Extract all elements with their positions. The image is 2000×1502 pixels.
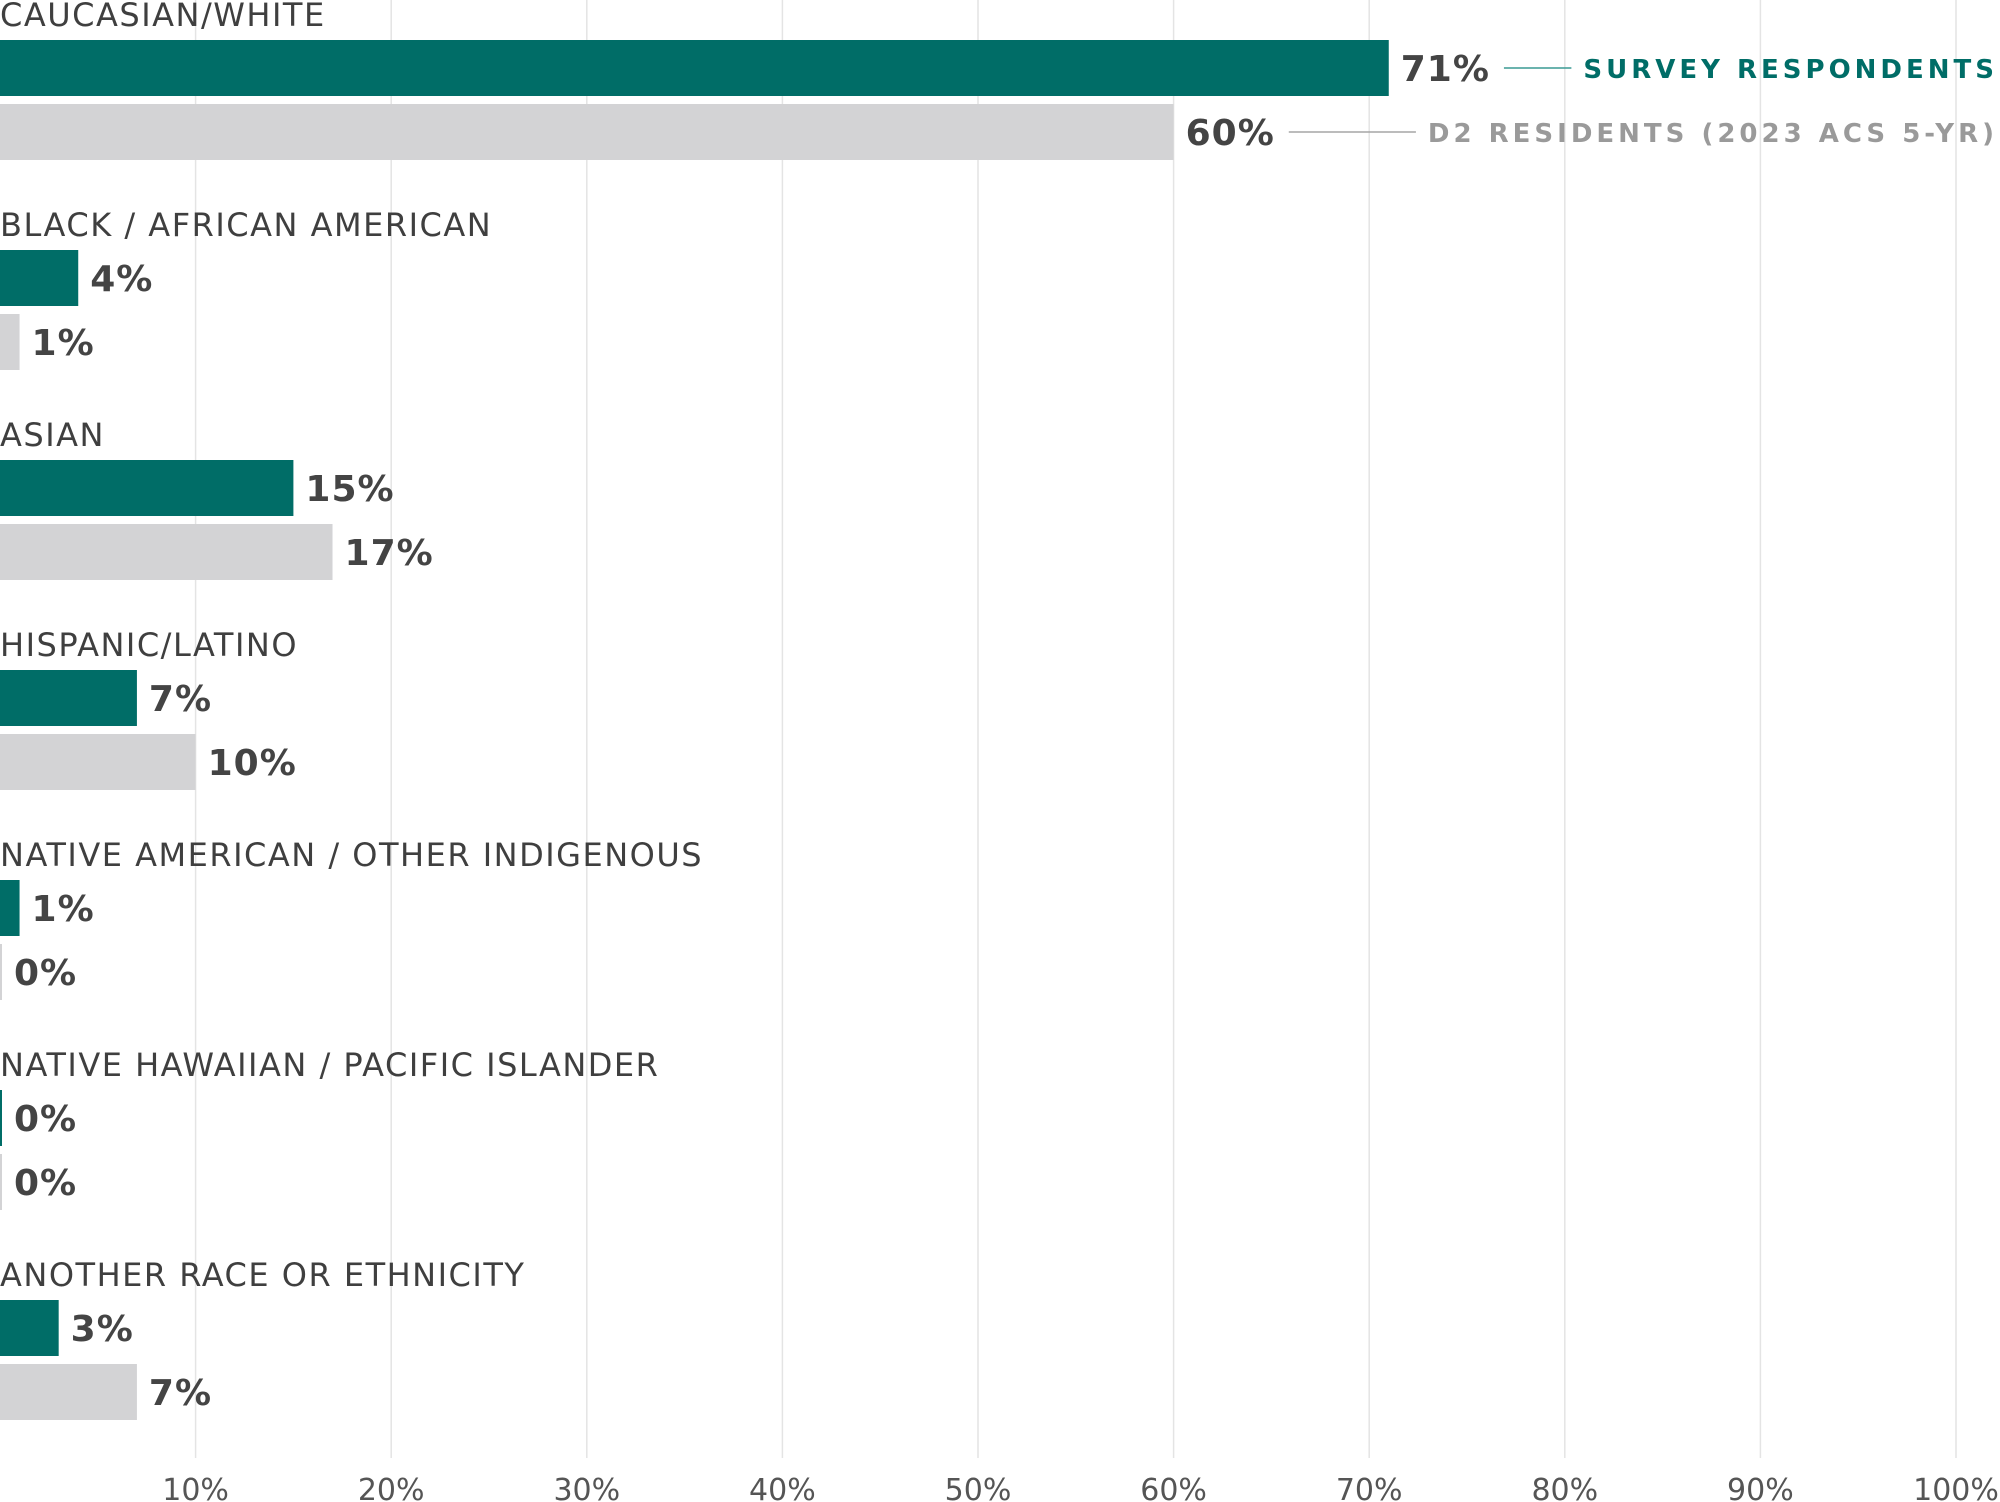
value-label: 1%	[32, 889, 95, 930]
x-tick-label-20: 20%	[358, 1473, 425, 1502]
legend-label-survey-respondents: SURVEY RESPONDENTS	[1583, 55, 1998, 85]
value-label: 1%	[32, 323, 95, 364]
x-tick-label-60: 60%	[1140, 1473, 1207, 1502]
legend-label-d2-residents: D2 RESIDENTS (2023 ACS 5-YR)	[1428, 119, 1998, 149]
x-tick-label-50: 50%	[945, 1473, 1012, 1502]
bar-d2-residents	[0, 524, 333, 580]
value-label: 0%	[14, 953, 77, 994]
x-tick-label-90: 90%	[1727, 1473, 1794, 1502]
value-label: 17%	[345, 533, 434, 574]
gridlines	[194, 0, 1957, 1458]
category-label: NATIVE HAWAIIAN / PACIFIC ISLANDER	[0, 1046, 659, 1084]
bar-d2-residents	[0, 1364, 137, 1420]
x-tick-label-100: 100%	[1913, 1473, 1999, 1502]
bar-survey-respondents	[0, 250, 79, 306]
bar-survey-respondents	[0, 670, 137, 726]
category-label: BLACK / AFRICAN AMERICAN	[0, 206, 492, 244]
x-tick-label-10: 10%	[162, 1473, 229, 1502]
category-label: NATIVE AMERICAN / OTHER INDIGENOUS	[0, 836, 703, 874]
x-tick-label-30: 30%	[553, 1473, 620, 1502]
value-label: 0%	[14, 1163, 77, 1204]
bar-survey-respondents	[0, 460, 294, 516]
labels: CAUCASIAN/WHITE 71% 60% BLACK / AFRICAN AME…	[0, 0, 1490, 1414]
bar-d2-residents	[0, 314, 20, 370]
bar-d2-residents	[0, 944, 2, 1000]
value-label: 10%	[208, 743, 297, 784]
category-label: ANOTHER RACE OR ETHNICITY	[0, 1256, 525, 1294]
value-label: 4%	[90, 259, 153, 300]
legend: SURVEY RESPONDENTS D2 RESIDENTS (2023 ACS…	[1288, 55, 1998, 149]
x-tick-label-80: 80%	[1531, 1473, 1598, 1502]
value-label: 0%	[14, 1099, 77, 1140]
value-label: 60%	[1186, 113, 1275, 154]
category-label: ASIAN	[0, 416, 105, 454]
value-label: 7%	[149, 1373, 212, 1414]
bar-d2-residents	[0, 734, 196, 790]
value-label: 3%	[71, 1309, 134, 1350]
bar-survey-respondents	[0, 40, 1389, 96]
bar-survey-respondents	[0, 1300, 59, 1356]
x-tick-label-70: 70%	[1336, 1473, 1403, 1502]
value-label: 7%	[149, 679, 212, 720]
bar-survey-respondents	[0, 880, 20, 936]
bar-survey-respondents	[0, 1090, 2, 1146]
value-label: 71%	[1401, 49, 1490, 90]
bar-d2-residents	[0, 1154, 2, 1210]
bars	[0, 40, 1389, 1420]
category-label: CAUCASIAN/WHITE	[0, 0, 326, 34]
bar-d2-residents	[0, 104, 1174, 160]
x-tick-label-40: 40%	[749, 1473, 816, 1502]
value-label: 15%	[305, 469, 394, 510]
category-label: HISPANIC/LATINO	[0, 626, 298, 664]
x-axis: 10% 20% 30% 40% 50% 60% 70% 80% 90% 100%	[162, 1473, 1999, 1502]
